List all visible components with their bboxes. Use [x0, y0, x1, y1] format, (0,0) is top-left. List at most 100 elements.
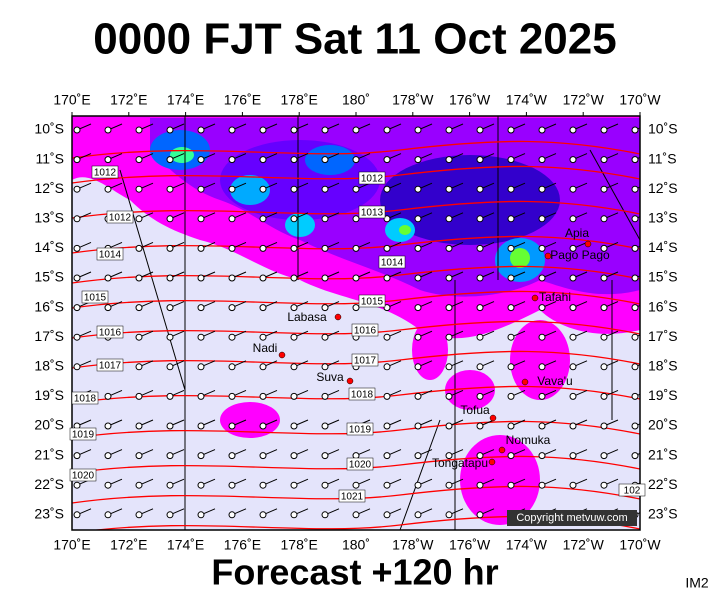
isobar-label-text: 1013: [361, 208, 384, 219]
isobar-label-box: [378, 255, 406, 269]
barb-station: [135, 244, 143, 252]
barb-station: [476, 392, 484, 400]
barb-station: [476, 215, 484, 223]
barb-station: [538, 422, 546, 430]
barb-station: [600, 452, 608, 460]
place-label: Pago Pago: [550, 248, 610, 262]
place-label: Apia: [565, 226, 589, 240]
barb-station: [321, 156, 329, 164]
isobar-label-text: 1019: [349, 425, 372, 436]
barb-station: [414, 481, 422, 489]
y-label-left: 17˚S: [34, 328, 64, 344]
place-dot: [584, 240, 592, 248]
barb-station: [445, 126, 453, 134]
barb-station: [259, 392, 267, 400]
barb-station: [414, 304, 422, 312]
isobar-label-box: [338, 489, 366, 503]
y-label-left: 11˚S: [35, 150, 64, 166]
barb-station: [476, 363, 484, 371]
barb-station: [290, 185, 298, 193]
isobar-label-text: 1016: [99, 328, 122, 339]
barb-station: [73, 244, 81, 252]
barb-station: [414, 215, 422, 223]
barb-station: [631, 392, 639, 400]
barb-station: [73, 333, 81, 341]
barb-station: [445, 452, 453, 460]
barb-station: [414, 422, 422, 430]
isobar-label: 102: [618, 483, 646, 497]
barb-station: [538, 274, 546, 282]
isobar-label-box: [69, 427, 97, 441]
barb-station: [352, 244, 360, 252]
barb-station: [445, 511, 453, 519]
barb-station: [476, 185, 484, 193]
isobar-label-box: [351, 353, 379, 367]
barb-station: [321, 422, 329, 430]
barb-station: [383, 185, 391, 193]
barb-station: [569, 126, 577, 134]
barb-station: [383, 363, 391, 371]
barb-station: [507, 392, 515, 400]
isobar: [72, 385, 640, 404]
barb-station: [228, 304, 236, 312]
barb-station: [290, 392, 298, 400]
barb-station: [73, 481, 81, 489]
barb-station: [73, 274, 81, 282]
barb-station: [600, 126, 608, 134]
barb-station: [631, 304, 639, 312]
barb-station: [383, 511, 391, 519]
isobar-label-box: [69, 468, 97, 482]
barb-station: [476, 274, 484, 282]
barb-station: [166, 126, 174, 134]
isobar-label-box: [71, 391, 99, 405]
barb-station: [228, 511, 236, 519]
isobar-label: 1018: [71, 391, 99, 405]
isobar-label-box: [358, 171, 386, 185]
barb-station: [507, 422, 515, 430]
place-label: Tofua: [460, 403, 490, 417]
barb-station: [197, 333, 205, 341]
isobar-label: 1012: [91, 165, 119, 179]
isobar-label-box: [351, 323, 379, 337]
y-label-right: 11˚S: [648, 150, 677, 166]
barb-station: [600, 215, 608, 223]
y-label-left: 15˚S: [34, 269, 64, 285]
barb-station: [383, 392, 391, 400]
isobar-label-box: [96, 358, 124, 372]
barb-station: [569, 156, 577, 164]
barb-station: [290, 481, 298, 489]
x-label-top: 178˚E: [281, 92, 318, 108]
barb-station: [228, 126, 236, 134]
y-label-right: 19˚S: [648, 387, 678, 403]
barb-station: [600, 363, 608, 371]
barb-station: [135, 392, 143, 400]
y-label-right: 18˚S: [648, 358, 678, 374]
place-dot: [278, 351, 286, 359]
barb-station: [507, 244, 515, 252]
barb-station: [414, 274, 422, 282]
barb-station: [569, 185, 577, 193]
y-label-right: 12˚S: [648, 180, 678, 196]
barb-station: [383, 126, 391, 134]
barb-station: [104, 126, 112, 134]
isobar: [72, 320, 640, 339]
barb-station: [631, 185, 639, 193]
isobar-label-box: [346, 457, 374, 471]
barb-station: [414, 244, 422, 252]
barb-station: [135, 511, 143, 519]
barb-station: [383, 274, 391, 282]
barb-station: [259, 185, 267, 193]
isobar-label-box: [618, 483, 646, 497]
barb-station: [476, 422, 484, 430]
barb-station: [445, 274, 453, 282]
barb-station: [569, 244, 577, 252]
y-label-right: 14˚S: [648, 239, 678, 255]
y-label-left: 13˚S: [34, 210, 64, 226]
barb-station: [259, 215, 267, 223]
title: 0000 FJT Sat 11 Oct 2025: [93, 15, 616, 64]
barb-station: [259, 304, 267, 312]
barb-station: [104, 511, 112, 519]
isobar: [72, 420, 640, 439]
place-label: Tafahi: [539, 290, 571, 304]
